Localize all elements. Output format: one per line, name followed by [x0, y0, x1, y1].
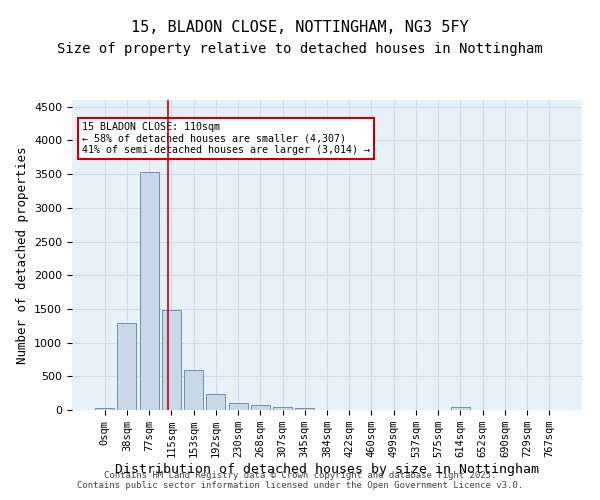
Text: 15, BLADON CLOSE, NOTTINGHAM, NG3 5FY: 15, BLADON CLOSE, NOTTINGHAM, NG3 5FY	[131, 20, 469, 35]
Bar	[229, 402, 248, 410]
Bar	[273, 407, 292, 410]
Bar	[206, 394, 225, 410]
Bar	[118, 323, 136, 410]
Bar	[451, 408, 470, 410]
Text: 15 BLADON CLOSE: 110sqm
← 58% of detached houses are smaller (4,307)
41% of semi: 15 BLADON CLOSE: 110sqm ← 58% of detache…	[82, 122, 370, 155]
Bar	[162, 310, 181, 410]
Y-axis label: Number of detached properties: Number of detached properties	[16, 146, 29, 364]
Bar	[184, 370, 203, 410]
Bar	[140, 172, 158, 410]
Bar	[251, 405, 270, 410]
Text: Contains HM Land Registry data © Crown copyright and database right 2025.
Contai: Contains HM Land Registry data © Crown c…	[77, 470, 523, 490]
Bar	[295, 408, 314, 410]
X-axis label: Distribution of detached houses by size in Nottingham: Distribution of detached houses by size …	[115, 463, 539, 476]
Text: Size of property relative to detached houses in Nottingham: Size of property relative to detached ho…	[57, 42, 543, 56]
Bar	[95, 408, 114, 410]
